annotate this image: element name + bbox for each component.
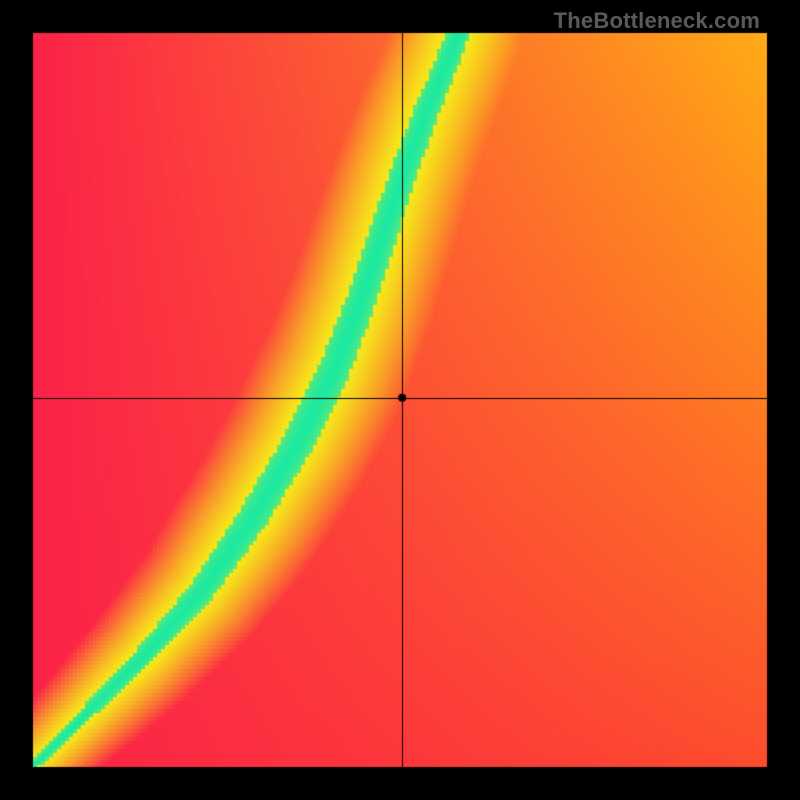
watermark-text: TheBottleneck.com: [554, 8, 760, 34]
heatmap-canvas: [0, 0, 800, 800]
chart-container: TheBottleneck.com: [0, 0, 800, 800]
